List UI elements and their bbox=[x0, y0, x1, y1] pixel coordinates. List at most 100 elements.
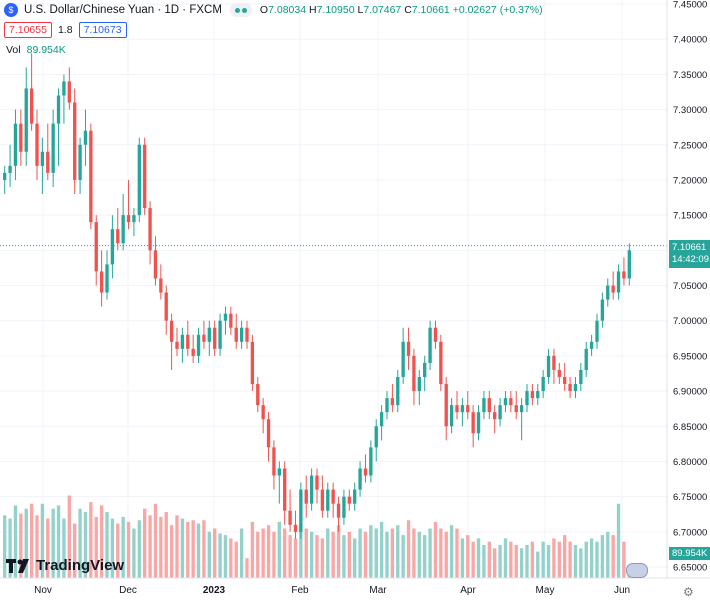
volume-bar bbox=[482, 545, 486, 578]
candle-body bbox=[299, 489, 303, 532]
candle-body bbox=[19, 123, 23, 152]
us-flag-events-icon[interactable] bbox=[626, 563, 648, 578]
candle-body bbox=[234, 327, 238, 342]
candle-body bbox=[288, 510, 292, 525]
volume-bar bbox=[326, 528, 330, 578]
candle-body bbox=[229, 313, 233, 328]
chart-legend: $ U.S. Dollar/Chinese Yuan · 1D · FXCM O… bbox=[4, 3, 543, 17]
candle-body bbox=[180, 334, 185, 349]
volume-bar bbox=[546, 545, 551, 578]
candle-body bbox=[374, 426, 378, 448]
candle-body bbox=[83, 130, 88, 145]
price-tick-label: 6.70000 bbox=[673, 527, 707, 538]
candle-body bbox=[498, 405, 502, 420]
time-tick-label: Feb bbox=[291, 585, 309, 596]
volume-bar bbox=[299, 525, 303, 578]
volume-bar bbox=[616, 503, 621, 578]
candle-body bbox=[67, 81, 71, 103]
volume-bar bbox=[374, 528, 378, 578]
candle-body bbox=[202, 334, 206, 342]
candle-body bbox=[379, 412, 384, 427]
candle-body bbox=[277, 468, 281, 476]
candle-body bbox=[326, 489, 330, 511]
volume-bar bbox=[83, 512, 88, 578]
candle-body bbox=[487, 398, 491, 413]
change-value: +0.02627 (+0.37%) bbox=[452, 4, 543, 16]
volume-bar bbox=[126, 521, 131, 578]
candle-body bbox=[589, 341, 594, 349]
candle-body bbox=[62, 81, 66, 96]
volume-bar bbox=[449, 525, 454, 578]
candle-body bbox=[568, 384, 572, 392]
volume-bar bbox=[110, 518, 115, 578]
volume-bar bbox=[433, 521, 438, 578]
time-tick-label: Dec bbox=[119, 585, 137, 596]
volume-bar bbox=[261, 528, 265, 578]
volume-bar bbox=[99, 505, 104, 578]
tradingview-logo[interactable]: TradingView bbox=[6, 557, 124, 574]
market-status-icon[interactable] bbox=[229, 3, 252, 17]
gear-icon[interactable]: ⚙ bbox=[683, 585, 694, 599]
candle-body bbox=[627, 250, 631, 279]
time-tick-label: 2023 bbox=[203, 585, 226, 596]
candle-body bbox=[116, 229, 120, 244]
bar-countdown: 14:42:09 bbox=[672, 254, 709, 265]
volume-bar bbox=[266, 525, 271, 578]
candle-body bbox=[428, 327, 432, 363]
volume-bar bbox=[207, 531, 211, 578]
volume-bar bbox=[223, 535, 228, 578]
volume-bar bbox=[476, 538, 481, 578]
volume-bar bbox=[390, 528, 395, 578]
candle-body bbox=[530, 391, 535, 399]
volume-bar bbox=[589, 538, 594, 578]
volume-bar bbox=[159, 516, 163, 578]
candle-body bbox=[218, 320, 222, 349]
candle-body bbox=[13, 123, 18, 166]
time-tick-label: Mar bbox=[369, 585, 387, 596]
volume-bar bbox=[471, 541, 475, 578]
time-axis[interactable]: Nov Dec 2023 Feb Mar Apr May Jun bbox=[34, 585, 630, 596]
price-axis[interactable]: 7.45000 7.40000 7.35000 7.30000 7.25000 7.200… bbox=[673, 0, 707, 574]
volume-bar bbox=[132, 528, 136, 578]
volume-bar bbox=[105, 512, 109, 578]
time-tick-label: Jun bbox=[614, 585, 630, 596]
volume-bar bbox=[401, 535, 405, 578]
price-tick-label: 7.25000 bbox=[673, 140, 707, 151]
volume-bar bbox=[164, 512, 168, 578]
candle-body bbox=[482, 398, 486, 413]
candle-body bbox=[8, 165, 12, 173]
volume-bar bbox=[137, 520, 141, 578]
time-tick-label: Nov bbox=[34, 585, 52, 596]
volume-bar bbox=[250, 521, 255, 578]
volume-bar bbox=[358, 528, 362, 578]
volume-legend[interactable]: Vol 89.954K bbox=[6, 44, 66, 56]
candle-body bbox=[396, 376, 400, 406]
volume-bar bbox=[444, 531, 448, 578]
candle-body bbox=[369, 447, 373, 476]
candle-body bbox=[336, 503, 341, 518]
price-tick-label: 7.00000 bbox=[673, 316, 707, 327]
price-tick-label: 7.20000 bbox=[673, 175, 707, 186]
candle-body bbox=[175, 341, 179, 349]
candle-body bbox=[29, 88, 34, 124]
volume-bar bbox=[320, 538, 325, 578]
candle-body bbox=[622, 271, 626, 279]
sell-button[interactable]: 7.10655 bbox=[4, 22, 52, 38]
candle-body bbox=[514, 405, 518, 413]
volume-bar bbox=[40, 503, 45, 578]
price-tick-label: 7.15000 bbox=[673, 211, 707, 222]
candle-body bbox=[439, 341, 443, 385]
volume-bar bbox=[180, 518, 185, 578]
candle-body bbox=[191, 348, 195, 356]
volume-bar bbox=[67, 495, 71, 578]
candle-body bbox=[471, 412, 475, 434]
buy-button[interactable]: 7.10673 bbox=[78, 22, 127, 38]
volume-bar bbox=[169, 525, 174, 578]
candle-body bbox=[51, 123, 55, 173]
price-tick-label: 7.45000 bbox=[673, 0, 707, 11]
candle-body bbox=[164, 292, 168, 321]
candle-body bbox=[186, 334, 190, 349]
symbol-title[interactable]: U.S. Dollar/Chinese Yuan · 1D · FXCM bbox=[24, 4, 222, 16]
volume-bar bbox=[379, 521, 384, 578]
